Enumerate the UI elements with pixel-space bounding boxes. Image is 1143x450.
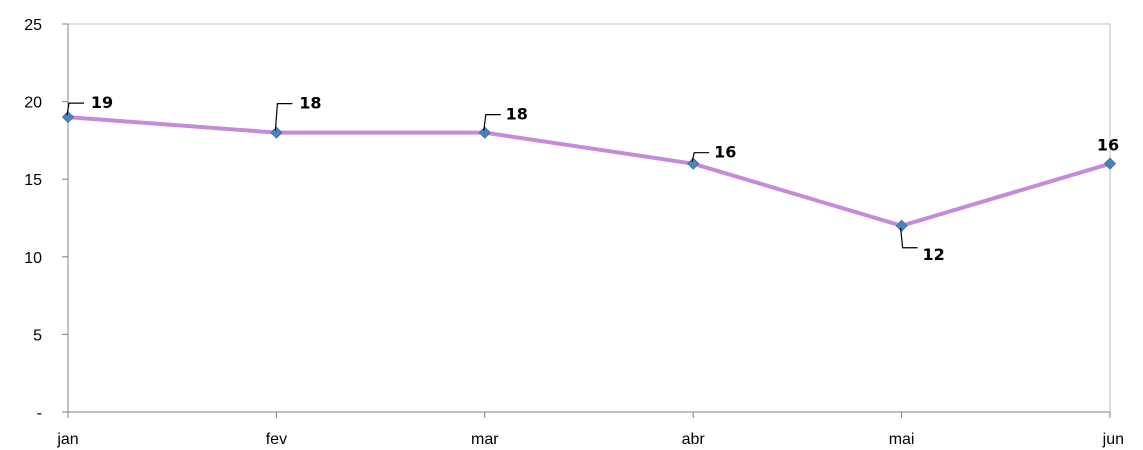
data-labels: 19 18 18 16 12 16	[66, 93, 1119, 264]
data-label: 12	[922, 245, 944, 264]
data-label-leader	[274, 103, 293, 131]
y-tick-label: 15	[24, 172, 42, 189]
y-tick-label: -	[37, 405, 42, 422]
y-tick-label: 25	[24, 17, 42, 34]
data-point-marker	[1103, 157, 1117, 170]
plot-frame	[67, 23, 1111, 413]
y-axis-ticks: - 5 10 15 20 25	[24, 17, 68, 422]
y-tick-label: 10	[24, 250, 42, 267]
x-tick-label: abr	[682, 431, 706, 448]
x-tick-label: mai	[889, 431, 915, 448]
data-label-leader	[900, 227, 918, 249]
data-point-marker	[270, 126, 283, 139]
series-line	[67, 115, 1111, 228]
data-label: 18	[506, 105, 528, 124]
x-axis-ticks: jan fev mar abr mai jun	[56, 412, 1124, 448]
data-label-leader	[691, 152, 710, 162]
series-markers	[61, 111, 1117, 232]
data-label-leader	[483, 114, 501, 131]
data-label: 18	[299, 94, 321, 113]
data-label: 19	[91, 93, 113, 112]
y-tick-label: 5	[33, 327, 42, 344]
data-label: 16	[1097, 136, 1119, 155]
x-tick-label: jun	[1102, 431, 1124, 448]
data-point-marker	[61, 111, 75, 124]
x-tick-label: fev	[266, 431, 287, 448]
data-point-marker	[895, 219, 908, 232]
x-tick-label: jan	[56, 431, 78, 448]
x-tick-label: mar	[471, 431, 499, 448]
data-point-marker	[478, 126, 491, 139]
data-label-leader	[66, 102, 84, 116]
data-point-marker	[687, 157, 700, 170]
data-label: 16	[714, 143, 736, 162]
y-tick-label: 20	[24, 95, 42, 112]
